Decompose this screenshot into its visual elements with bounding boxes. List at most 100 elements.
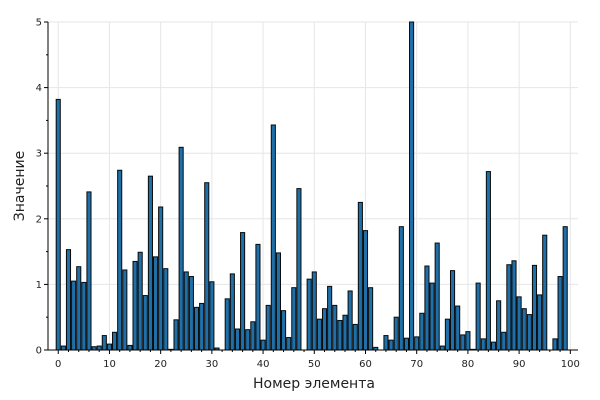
bar: [112, 331, 118, 351]
x-tick-label: 50: [308, 359, 321, 370]
bar: [460, 334, 466, 351]
bar: [311, 271, 317, 351]
bar: [260, 339, 266, 351]
bar: [352, 323, 358, 351]
bar: [286, 337, 292, 351]
bar: [142, 295, 148, 351]
bar: [434, 242, 440, 351]
y-tick-label: 0: [36, 346, 42, 357]
bar: [147, 175, 153, 351]
bar: [71, 280, 77, 351]
x-tick-label: 70: [410, 359, 423, 370]
bar: [204, 182, 210, 351]
bar: [368, 287, 374, 351]
bar: [449, 270, 456, 351]
bar: [224, 298, 230, 351]
bar: [65, 249, 72, 351]
bar: [122, 269, 128, 351]
bar: [255, 243, 261, 351]
bar: [537, 294, 543, 351]
bar: [76, 266, 82, 351]
bar: [240, 232, 246, 351]
bar: [496, 300, 502, 351]
bar: [152, 256, 159, 351]
bar: [193, 306, 200, 351]
x-tick-label: 20: [154, 359, 167, 370]
bar: [501, 331, 507, 351]
bar: [480, 338, 486, 351]
y-tick-label: 4: [36, 83, 42, 94]
bar: [137, 251, 143, 351]
bar: [332, 304, 338, 351]
bar: [552, 338, 558, 351]
x-tick-label: 30: [205, 359, 218, 370]
x-tick-label: 90: [513, 359, 526, 370]
bars-layer: [55, 21, 568, 351]
bar: [557, 276, 563, 351]
bar: [234, 328, 241, 351]
x-tick-label: 40: [257, 359, 270, 370]
bar: [173, 319, 179, 351]
bar: [506, 264, 512, 351]
bar: [178, 146, 184, 351]
y-tick-label: 5: [36, 18, 42, 29]
bar: [158, 206, 164, 351]
bar: [306, 278, 312, 351]
bar: [127, 344, 133, 351]
bar: [455, 305, 461, 351]
bar: [199, 302, 205, 351]
bar: [60, 345, 66, 351]
bar: [270, 124, 276, 351]
bar: [316, 318, 322, 351]
bar: [209, 281, 215, 351]
bar: [321, 308, 328, 351]
bar: [357, 201, 363, 351]
bar: [347, 290, 353, 351]
bar: [55, 98, 61, 351]
bar: [291, 287, 297, 351]
bar: [275, 252, 281, 351]
bar: [245, 329, 251, 351]
bar: [388, 339, 394, 351]
bar: [393, 316, 399, 351]
bar: [475, 282, 481, 351]
bar: [439, 345, 445, 351]
bar: [117, 169, 123, 351]
bar: [521, 308, 527, 351]
bar: [403, 337, 410, 351]
bar: [465, 331, 471, 351]
bar: [398, 226, 404, 351]
bar: [429, 282, 435, 351]
bar: [101, 335, 107, 351]
bar: [444, 318, 450, 351]
x-tick-label: 60: [359, 359, 372, 370]
x-tick-label: 10: [103, 359, 116, 370]
y-tick-label: 3: [36, 149, 42, 160]
y-axis-title: Значение: [12, 151, 28, 221]
x-tick-label: 100: [561, 359, 580, 370]
y-tick-label: 2: [36, 214, 42, 225]
bar: [409, 21, 415, 351]
bar: [542, 234, 548, 351]
bar: [327, 285, 333, 351]
y-tick-label: 1: [36, 280, 42, 291]
bar: [383, 335, 389, 351]
x-axis-title: Номер элемента: [253, 376, 375, 392]
bar: [362, 230, 369, 351]
bar: [250, 321, 256, 351]
bar: [526, 314, 532, 351]
x-tick-label: 80: [462, 359, 475, 370]
bar: [265, 304, 271, 351]
bar: [132, 260, 138, 351]
bar: [106, 343, 113, 351]
bar: [414, 336, 420, 351]
bar: [424, 265, 430, 351]
bar: [81, 281, 87, 351]
bar: [337, 319, 343, 351]
bar: [96, 345, 102, 351]
bar: [562, 226, 568, 351]
bar: [485, 171, 491, 351]
bar: [511, 260, 517, 351]
